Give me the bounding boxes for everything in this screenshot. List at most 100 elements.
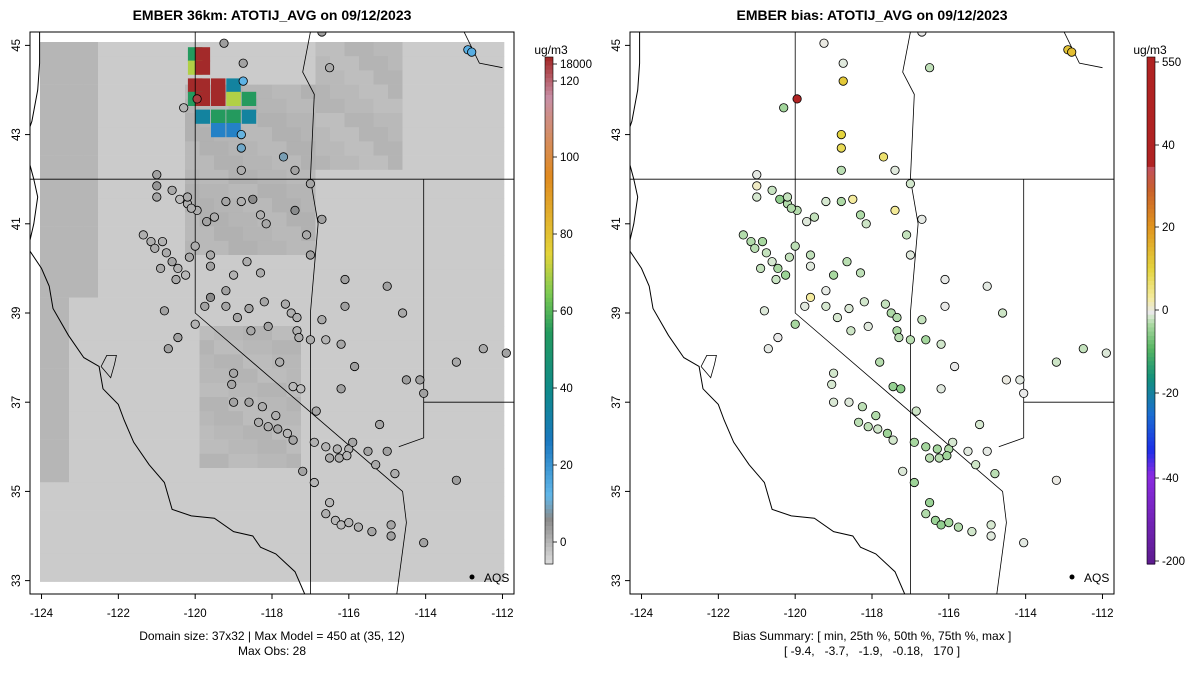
colorbar-segment (545, 133, 553, 138)
grid-cell (460, 169, 476, 185)
grid-cell (446, 98, 461, 114)
colorbar-segment (545, 547, 553, 552)
colorbar-segment (1147, 534, 1155, 540)
grid-cell (127, 524, 142, 540)
grid-cell (272, 524, 287, 540)
grid-cell (170, 297, 186, 313)
grid-cell (373, 382, 389, 398)
grid-cell (344, 98, 360, 114)
grid-cell (446, 56, 461, 71)
grid-cell (272, 510, 287, 526)
grid-cell (446, 397, 461, 412)
colorbar-segment (1147, 251, 1155, 257)
colorbar-segment (545, 403, 553, 409)
colorbar-segment (545, 179, 553, 185)
obs-site-marker (317, 315, 327, 325)
grid-cell (301, 141, 316, 156)
grid-cell (156, 198, 171, 213)
grid-cell (112, 496, 128, 511)
grid-cell (98, 70, 113, 85)
grid-cell (373, 98, 389, 114)
obs-site-marker (157, 237, 168, 247)
colorbar-segment (1147, 492, 1155, 497)
colorbar-segment (545, 344, 553, 350)
grid-cell (286, 255, 302, 270)
grid-cell (185, 141, 200, 156)
obs-site-marker (305, 179, 315, 189)
bias-site-marker (936, 520, 946, 530)
obs-site-marker (317, 32, 327, 37)
colorbar-segment (1147, 373, 1155, 379)
grid-cell (156, 42, 171, 57)
bias-site-marker (890, 205, 900, 215)
bias-site-marker (738, 230, 748, 240)
grid-cell (127, 113, 142, 128)
grid-cell (83, 56, 99, 71)
grid-cell (272, 169, 287, 185)
grid-cell (431, 326, 447, 341)
colorbar-segment (1147, 145, 1155, 151)
grid-cell (330, 283, 345, 298)
colorbar-segment (1147, 445, 1155, 451)
x-tick-label: -114 (1015, 608, 1038, 620)
bias-site-marker (855, 210, 866, 220)
grid-cell (315, 255, 331, 270)
colorbar-segment (1147, 327, 1155, 333)
grid-cell (431, 155, 447, 171)
grid-cell (417, 425, 432, 440)
grid-cell (127, 411, 142, 426)
grid-cell (40, 539, 55, 554)
grid-cell (402, 553, 418, 568)
grid-cell (315, 240, 331, 256)
grid-cell (373, 42, 389, 57)
colorbar-segment (545, 268, 553, 274)
grid-cell (272, 496, 287, 511)
bias-site-marker (936, 339, 946, 349)
grid-cell (40, 340, 55, 355)
grid-cell (69, 482, 84, 497)
grid-cell (446, 283, 461, 298)
grid-cell (315, 482, 331, 497)
colorbar-segment (1147, 293, 1155, 299)
colorbar-segment (1147, 268, 1155, 274)
colorbar-segment (545, 500, 553, 506)
grid-cell (460, 411, 476, 426)
grid-cell (54, 496, 70, 511)
colorbar-segment (545, 496, 553, 502)
grid-cell (460, 155, 476, 171)
grid-cell (315, 382, 331, 398)
grid-cell (98, 311, 113, 327)
grid-cell (460, 184, 476, 199)
grid-cell (40, 212, 55, 227)
grid-cell (40, 496, 55, 511)
grid-cell (40, 198, 55, 213)
colorbar-segment (1147, 416, 1155, 421)
grid-cell (228, 56, 244, 71)
grid-cell (257, 368, 273, 384)
grid-cell (141, 141, 157, 156)
obs-site-marker (242, 257, 252, 267)
grid-cell (315, 368, 331, 384)
model-panel-title: EMBER 36km: ATOTIJ_AVG on 09/12/2023 (133, 7, 412, 23)
bias-site-marker (821, 196, 831, 207)
bias-site-marker (936, 384, 946, 394)
grid-cell (286, 397, 302, 412)
grid-cell (127, 567, 142, 582)
grid-cell (185, 411, 200, 426)
grid-cell (112, 141, 128, 156)
colorbar-segment (545, 365, 553, 371)
colorbar-segment (1147, 255, 1155, 261)
grid-cell (475, 567, 490, 582)
grid-cell (112, 553, 128, 568)
model-colorbar-unit: ug/m3 (534, 43, 568, 57)
grid-cell (98, 155, 113, 171)
colorbar-segment (1147, 437, 1155, 443)
grid-cell (489, 127, 505, 142)
bias-site-marker (932, 444, 942, 454)
bias-site-marker (1078, 344, 1088, 354)
bias-site-marker (790, 241, 800, 251)
colorbar-segment (545, 352, 553, 358)
grid-cell (417, 98, 432, 114)
bias-site-marker (755, 263, 766, 273)
colorbar-segment (545, 471, 553, 476)
